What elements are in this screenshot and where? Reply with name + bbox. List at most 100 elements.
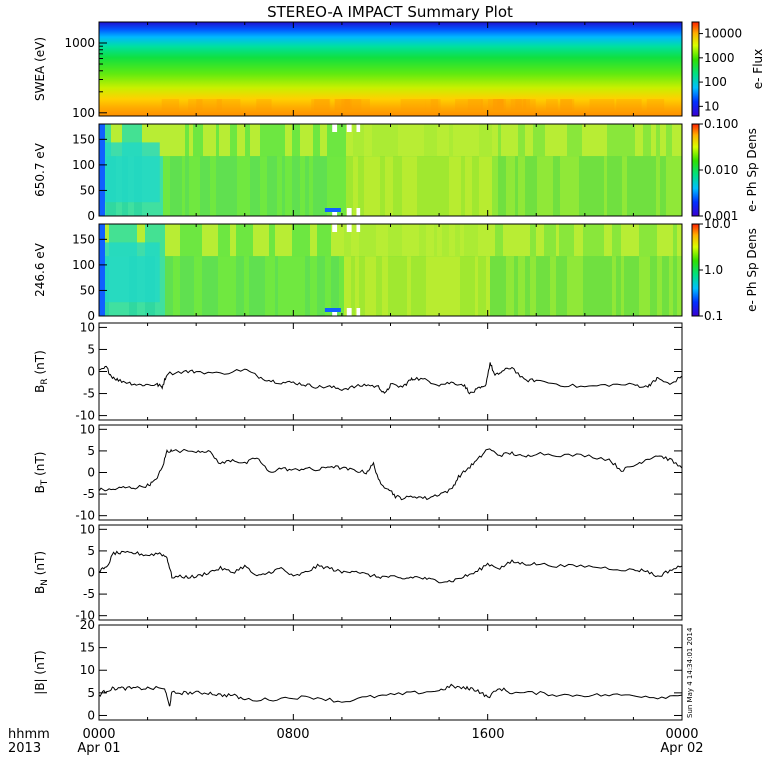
spectrogram-cell: [253, 124, 260, 157]
colorbar: [691, 123, 700, 217]
spectrogram-cell: [651, 124, 656, 157]
spectrogram-cell: [453, 124, 461, 157]
y-tick-label: 10: [80, 663, 95, 677]
spectrogram-cell: [607, 124, 614, 157]
spectrogram-cell: [424, 156, 430, 216]
spectrogram-cell: [666, 156, 669, 216]
y-tick-label: -5: [83, 387, 95, 401]
spectrogram-cell: [215, 256, 218, 316]
spectrogram-cell: [382, 256, 388, 316]
spectrogram-cell: [544, 224, 550, 257]
spectrogram-cell: [627, 124, 635, 157]
spectrogram-cell: [567, 124, 571, 157]
data-gap: [346, 124, 352, 132]
spectrogram-cell: [402, 224, 407, 257]
spectrogram-cell: [518, 156, 525, 216]
y-tick-label: 15: [80, 641, 95, 655]
spectrogram-cell: [253, 224, 258, 257]
spectrogram-cell: [441, 124, 449, 157]
spectrogram-cell: [479, 156, 483, 216]
spectrogram-cell: [344, 99, 370, 111]
spectrogram-cell: [170, 224, 173, 257]
spectrogram-cell: [545, 99, 558, 111]
spectrogram-cell: [472, 156, 479, 216]
y-axis-label: 246.6 eV: [33, 242, 47, 297]
spectrogram-cell: [650, 256, 657, 316]
spectrogram-cell: [376, 224, 382, 257]
spectrogram-cell: [355, 224, 359, 257]
spectrogram-cell: [509, 156, 515, 216]
spectrogram-cell: [351, 256, 355, 316]
spectrogram-cell: [216, 99, 241, 111]
spectrogram-cell: [395, 256, 402, 316]
spectrogram-cell: [328, 224, 331, 257]
spectrogram-cell: [277, 156, 282, 216]
spectrogram-cell: [589, 156, 596, 216]
spectrogram-cell: [537, 124, 545, 157]
y-tick-label: 100: [72, 158, 95, 172]
spectrogram-cell: [492, 124, 498, 157]
spectrogram-cell: [159, 256, 165, 316]
spectrogram-cell: [669, 124, 672, 157]
y-tick-label: 150: [72, 132, 95, 146]
spectrogram-cell: [285, 156, 292, 216]
colorbar-tick-label: 10.0: [704, 217, 731, 231]
spectrogram-cell: [619, 156, 622, 216]
data-gap: [346, 308, 352, 316]
spectrogram-cell: [358, 124, 364, 157]
spectrogram-cell: [180, 256, 185, 316]
spectrogram-cell: [545, 156, 553, 216]
spectrogram-cell: [604, 124, 607, 157]
spectrogram-cell: [253, 256, 258, 316]
spectrogram-cell: [156, 124, 163, 157]
spectrogram-cell: [588, 224, 596, 257]
spectrogram-cell: [341, 156, 346, 216]
spectrogram-cell: [589, 124, 596, 157]
spectrogram-cell: [278, 224, 285, 257]
spectrogram-cell: [233, 256, 236, 316]
spectrogram-cell: [182, 124, 185, 157]
spectrogram-cell: [245, 156, 250, 216]
spectrogram-cell: [449, 224, 455, 257]
spectrogram-cell: [506, 224, 514, 257]
spectrogram-cell: [514, 224, 518, 257]
spectrogram-cell: [292, 124, 296, 157]
spectrogram-cell: [582, 156, 589, 216]
spectrogram-cell: [465, 124, 472, 157]
spectrogram-cell: [556, 224, 559, 257]
spectrogram-cell: [669, 156, 672, 216]
spectrogram-cell: [525, 256, 530, 316]
spectrogram-cell: [210, 124, 216, 157]
spectrogram-cell: [672, 124, 676, 157]
spectrogram-cell: [241, 156, 245, 216]
spectrogram-cell: [182, 156, 185, 216]
spectrogram-cell: [604, 156, 607, 216]
spectrogram-cell: [514, 256, 518, 316]
spectrogram-cell: [643, 156, 648, 216]
spectrogram-cell: [497, 99, 522, 111]
spectrogram-cell: [128, 124, 134, 157]
spectrogram-cell: [579, 124, 582, 157]
spectrogram-cell: [483, 156, 487, 216]
spectrogram-cell: [666, 124, 669, 157]
spectrogram-cell: [256, 99, 272, 111]
spectrogram-cell: [236, 256, 244, 316]
spectrogram-cell: [461, 124, 465, 157]
colorbar-label: e- Ph Sp Dens: [745, 228, 759, 312]
spectrogram-cell: [596, 256, 604, 316]
spectrogram-cell: [272, 156, 277, 216]
spectrogram-cell: [486, 224, 490, 257]
spectrogram-cell: [159, 224, 165, 257]
spectrogram-cell: [475, 256, 478, 316]
y-tick-label: -10: [75, 609, 95, 623]
data-gap: [356, 308, 361, 316]
colorbar: [691, 223, 700, 317]
spectrogram-cell: [411, 224, 419, 257]
spectrogram-cell: [662, 224, 669, 257]
spectrogram-cell: [574, 224, 580, 257]
spectrogram-cell: [398, 156, 402, 216]
spectrogram-cell: [669, 224, 673, 257]
data-gap: [332, 124, 338, 132]
spectrogram-cell: [331, 224, 339, 257]
spectrogram-cell: [468, 256, 475, 316]
